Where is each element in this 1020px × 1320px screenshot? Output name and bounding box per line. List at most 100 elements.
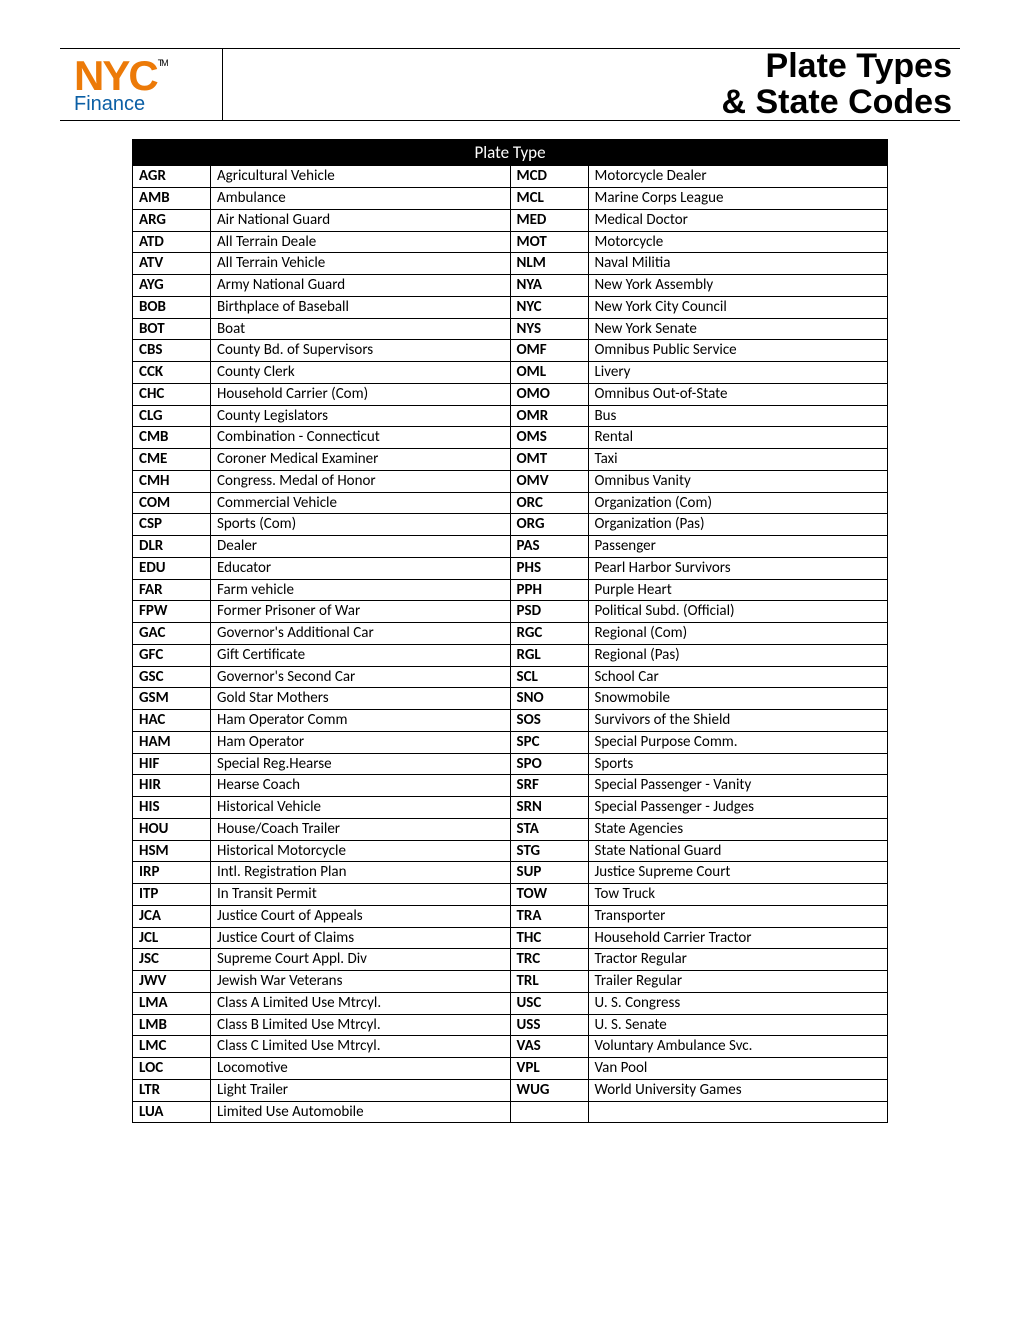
code-cell: STA — [510, 818, 588, 840]
code-cell: GSM — [133, 688, 211, 710]
code-cell: COM — [133, 492, 211, 514]
desc-cell: Gift Certificate — [211, 644, 511, 666]
desc-cell: Motorcycle Dealer — [588, 166, 888, 188]
desc-cell: Boat — [211, 318, 511, 340]
code-cell: SPO — [510, 753, 588, 775]
code-cell: HAM — [133, 731, 211, 753]
code-cell: RGC — [510, 623, 588, 645]
desc-cell: School Car — [588, 666, 888, 688]
code-cell: IRP — [133, 862, 211, 884]
code-cell: HIS — [133, 797, 211, 819]
code-cell — [510, 1101, 588, 1123]
page: NYCTM Finance Plate Types & State Codes … — [0, 0, 1020, 1171]
code-cell: OMR — [510, 405, 588, 427]
desc-cell: Combination - Connecticut — [211, 427, 511, 449]
code-cell: MED — [510, 209, 588, 231]
desc-cell: County Bd. of Supervisors — [211, 340, 511, 362]
desc-cell: All Terrain Vehicle — [211, 253, 511, 275]
code-cell: NLM — [510, 253, 588, 275]
code-cell: OMF — [510, 340, 588, 362]
code-cell: SOS — [510, 710, 588, 732]
desc-cell: Governor's Additional Car — [211, 623, 511, 645]
plate-type-table: Plate Type AGRAgricultural VehicleMCDMot… — [132, 139, 888, 1123]
desc-cell: Omnibus Vanity — [588, 470, 888, 492]
table-row: COMCommercial VehicleORCOrganization (Co… — [133, 492, 888, 514]
code-cell: OMO — [510, 383, 588, 405]
code-cell: NYA — [510, 275, 588, 297]
code-cell: EDU — [133, 557, 211, 579]
logo-tm: TM — [158, 58, 167, 68]
desc-cell — [588, 1101, 888, 1123]
code-cell: OMS — [510, 427, 588, 449]
code-cell: LMC — [133, 1036, 211, 1058]
table-row: EDUEducatorPHSPearl Harbor Survivors — [133, 557, 888, 579]
desc-cell: Naval Militia — [588, 253, 888, 275]
desc-cell: U. S. Senate — [588, 1014, 888, 1036]
table-row: DLRDealerPASPassenger — [133, 536, 888, 558]
desc-cell: Motorcycle — [588, 231, 888, 253]
code-cell: SCL — [510, 666, 588, 688]
code-cell: HIR — [133, 775, 211, 797]
table-row: JCLJustice Court of ClaimsTHCHousehold C… — [133, 927, 888, 949]
desc-cell: Van Pool — [588, 1058, 888, 1080]
code-cell: SRF — [510, 775, 588, 797]
code-cell: USC — [510, 992, 588, 1014]
desc-cell: Governor's Second Car — [211, 666, 511, 688]
table-row: HACHam Operator CommSOSSurvivors of the … — [133, 710, 888, 732]
desc-cell: Ambulance — [211, 188, 511, 210]
table-row: CHC Household Carrier (Com)OMOOmnibus Ou… — [133, 383, 888, 405]
code-cell: CBS — [133, 340, 211, 362]
table-row: LOCLocomotiveVPLVan Pool — [133, 1058, 888, 1080]
desc-cell: Special Reg.Hearse — [211, 753, 511, 775]
desc-cell: Purple Heart — [588, 579, 888, 601]
code-cell: TRL — [510, 971, 588, 993]
table-row: BOTBoatNYSNew York Senate — [133, 318, 888, 340]
desc-cell: Tractor Regular — [588, 949, 888, 971]
table-row: GACGovernor's Additional CarRGCRegional … — [133, 623, 888, 645]
table-row: CME Coroner Medical ExaminerOMTTaxi — [133, 449, 888, 471]
code-cell: ORC — [510, 492, 588, 514]
code-cell: FAR — [133, 579, 211, 601]
desc-cell: County Legislators — [211, 405, 511, 427]
code-cell: OMV — [510, 470, 588, 492]
desc-cell: Household Carrier (Com) — [211, 383, 511, 405]
code-cell: WUG — [510, 1079, 588, 1101]
desc-cell: Jewish War Veterans — [211, 971, 511, 993]
desc-cell: Locomotive — [211, 1058, 511, 1080]
desc-cell: Former Prisoner of War — [211, 601, 511, 623]
desc-cell: Class C Limited Use Mtrcyl. — [211, 1036, 511, 1058]
code-cell: MCL — [510, 188, 588, 210]
desc-cell: Historical Vehicle — [211, 797, 511, 819]
code-cell: PSD — [510, 601, 588, 623]
code-cell: TRC — [510, 949, 588, 971]
table-row: JCAJustice Court of AppealsTRATransporte… — [133, 905, 888, 927]
desc-cell: Coroner Medical Examiner — [211, 449, 511, 471]
code-cell: CLG — [133, 405, 211, 427]
desc-cell: Agricultural Vehicle — [211, 166, 511, 188]
desc-cell: Regional (Pas) — [588, 644, 888, 666]
table-row: ITPIn Transit PermitTOWTow Truck — [133, 884, 888, 906]
code-cell: RGL — [510, 644, 588, 666]
code-cell: HIF — [133, 753, 211, 775]
code-cell: JCA — [133, 905, 211, 927]
code-cell: JSC — [133, 949, 211, 971]
code-cell: ITP — [133, 884, 211, 906]
code-cell: AGR — [133, 166, 211, 188]
logo-main-text: NYC — [74, 52, 157, 99]
code-cell: NYS — [510, 318, 588, 340]
desc-cell: Snowmobile — [588, 688, 888, 710]
code-cell: GAC — [133, 623, 211, 645]
code-cell: HAC — [133, 710, 211, 732]
desc-cell: New York City Council — [588, 296, 888, 318]
table-row: FPWFormer Prisoner of WarPSDPolitical Su… — [133, 601, 888, 623]
table-row: JSCSupreme Court Appl. DivTRCTractor Reg… — [133, 949, 888, 971]
desc-cell: County Clerk — [211, 362, 511, 384]
table-row: ARGAir National GuardMEDMedical Doctor — [133, 209, 888, 231]
code-cell: CSP — [133, 514, 211, 536]
desc-cell: House/Coach Trailer — [211, 818, 511, 840]
desc-cell: Hearse Coach — [211, 775, 511, 797]
code-cell: JWV — [133, 971, 211, 993]
code-cell: AMB — [133, 188, 211, 210]
desc-cell: Ham Operator Comm — [211, 710, 511, 732]
code-cell: USS — [510, 1014, 588, 1036]
